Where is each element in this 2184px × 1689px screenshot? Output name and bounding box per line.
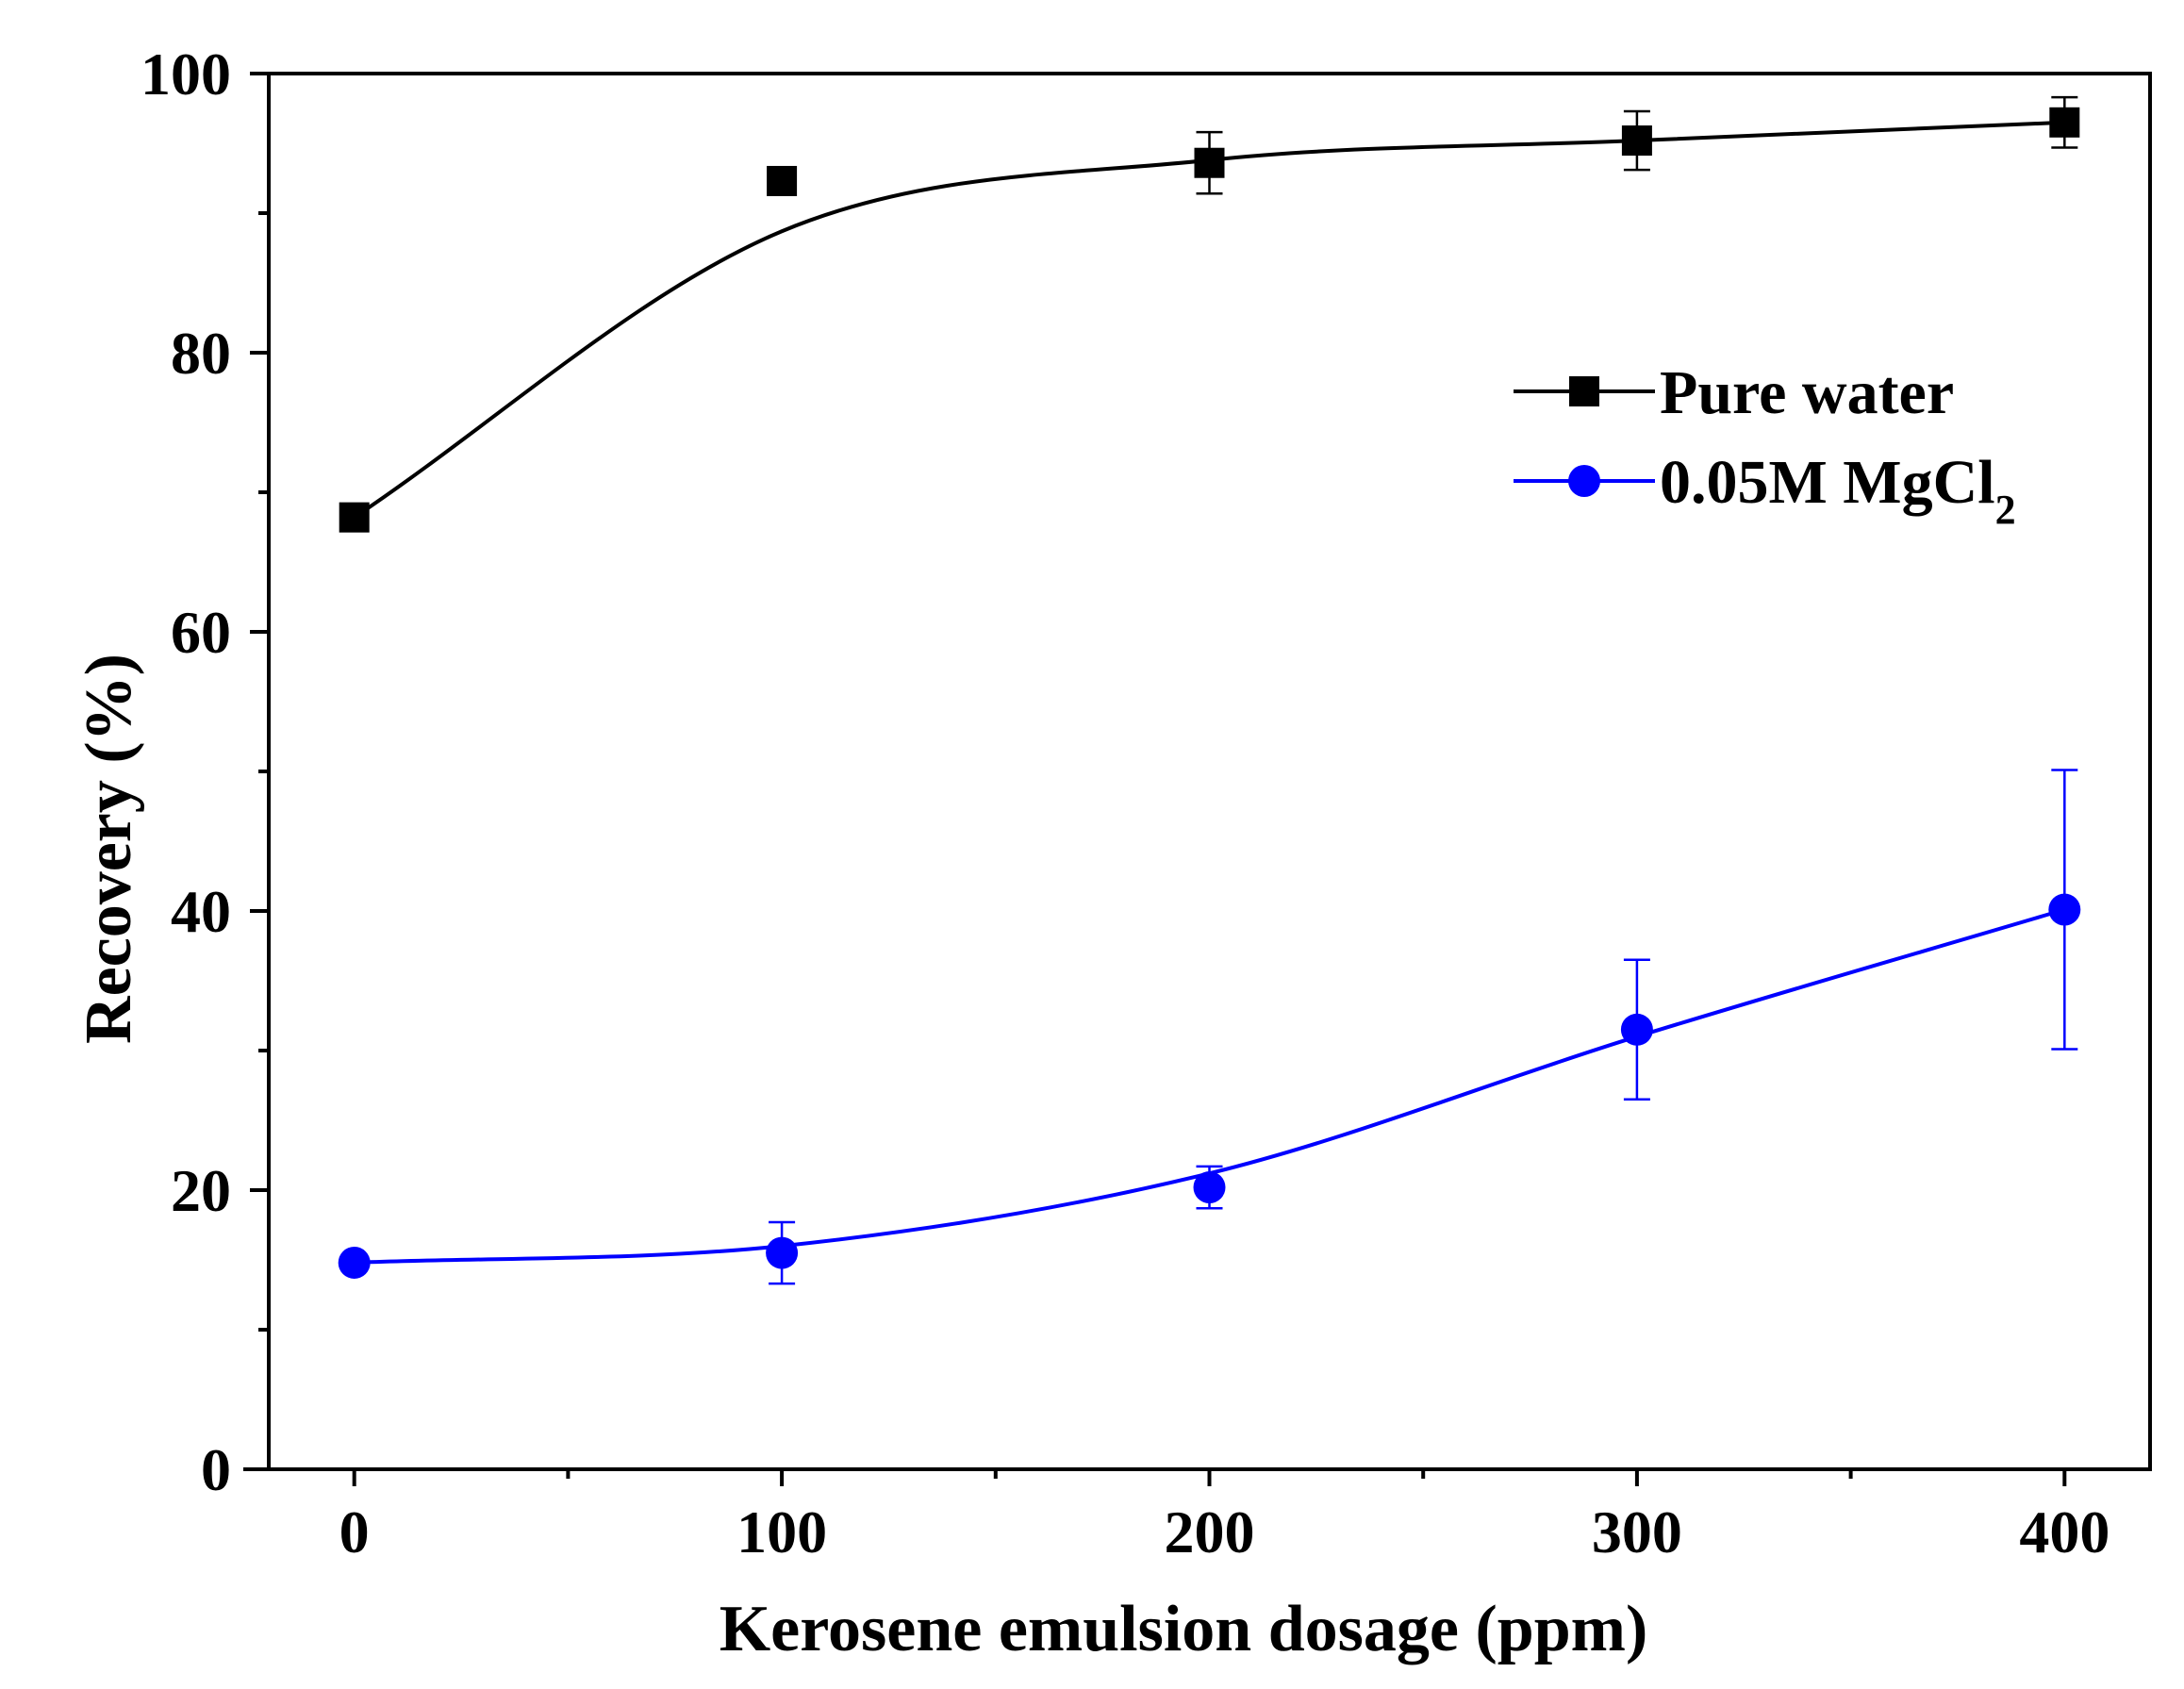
y-tick-label: 80 [171,320,231,387]
data-point-pure-water [339,502,370,533]
series-pure-water [339,95,2080,533]
y-tick-label: 100 [141,41,231,108]
data-point-mgcl2 [1620,1013,1653,1046]
data-point-pure-water [1621,125,1652,157]
x-axis-title: Kerosene emulsion dosage (ppm) [720,1593,1648,1665]
data-point-mgcl2 [1193,1171,1226,1204]
data-point-mgcl2 [766,1236,799,1269]
legend-label-mgcl2: 0.05M MgCl2 [1660,448,2016,533]
y-tick-label: 0 [201,1436,231,1503]
data-point-mgcl2 [2048,893,2081,926]
x-tick-label: 200 [1165,1499,1255,1565]
axes: 0 100 200 300 400 0 20 40 60 80 100 [141,41,2152,1565]
y-axis-title: Recovery (%) [73,654,145,1044]
y-tick-label: 20 [171,1157,231,1224]
x-tick-label: 0 [339,1499,370,1565]
data-point-pure-water [1194,147,1225,178]
legend-label-mgcl2-main: 0.05M MgCl [1660,448,1995,517]
x-tick-label: 300 [1592,1499,1682,1565]
legend-label-mgcl2-subscript: 2 [1995,487,2016,533]
data-point-pure-water [767,165,798,196]
y-tick-label: 40 [171,878,231,945]
legend-marker-mgcl2 [1568,465,1600,497]
legend: Pure water 0.05M MgCl2 [1514,358,2016,533]
data-point-mgcl2 [338,1246,371,1279]
plot-area [338,95,2081,1285]
fit-line-mgcl2 [354,907,2065,1265]
series-mgcl2 [338,769,2081,1285]
x-tick-label: 100 [736,1499,827,1565]
legend-marker-pure-water [1569,376,1599,406]
data-point-pure-water [2049,107,2080,138]
legend-label-pure-water: Pure water [1660,358,1954,427]
x-tick-label: 400 [2019,1499,2110,1565]
y-tick-label: 60 [171,599,231,666]
